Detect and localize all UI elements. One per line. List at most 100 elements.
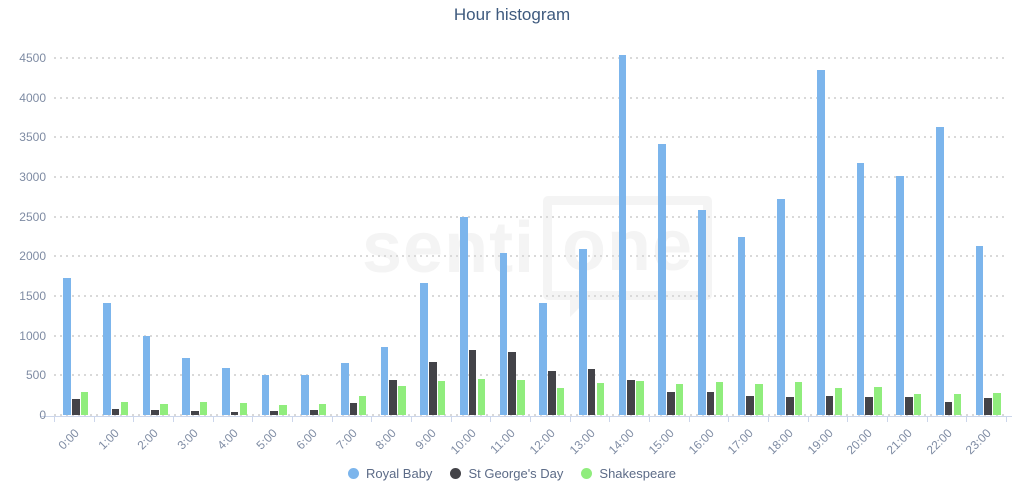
bar-st-george-s-day-600[interactable] [310, 410, 318, 415]
bar-st-george-s-day-1900[interactable] [825, 395, 834, 415]
x-axis-tick [847, 417, 849, 422]
bar-royal-baby-900[interactable] [420, 282, 428, 415]
bar-st-george-s-day-1200[interactable] [548, 370, 556, 415]
bar-shakespeare-1100[interactable] [517, 380, 525, 415]
bar-royal-baby-1200[interactable] [539, 303, 547, 415]
bar-st-george-s-day-200[interactable] [151, 410, 159, 415]
bar-st-george-s-day-2300[interactable] [984, 398, 992, 415]
bar-royal-baby-2000[interactable] [856, 162, 865, 415]
bar-royal-baby-2300[interactable] [975, 246, 984, 415]
bar-st-george-s-day-300[interactable] [191, 411, 199, 415]
bar-shakespeare-400[interactable] [239, 403, 247, 415]
bar-royal-baby-1000[interactable] [460, 217, 468, 415]
bar-royal-baby-800[interactable] [380, 347, 389, 415]
bar-royal-baby-600[interactable] [301, 374, 309, 415]
bar-royal-baby-500[interactable] [261, 375, 270, 415]
bar-st-george-s-day-400[interactable] [230, 412, 239, 415]
bar-st-george-s-day-1500[interactable] [667, 392, 675, 415]
x-axis-tick [1006, 417, 1007, 422]
bar-shakespeare-1500[interactable] [675, 383, 684, 415]
bar-royal-baby-1600[interactable] [698, 210, 706, 415]
bar-shakespeare-500[interactable] [279, 404, 287, 415]
bar-shakespeare-000[interactable] [80, 392, 89, 415]
bar-shakespeare-1900[interactable] [834, 388, 842, 415]
bar-shakespeare-300[interactable] [199, 401, 208, 415]
legend-marker-icon [347, 468, 359, 479]
bar-shakespeare-100[interactable] [120, 401, 128, 415]
bar-st-george-s-day-1700[interactable] [746, 395, 754, 415]
bar-shakespeare-200[interactable] [160, 403, 168, 415]
gridline [54, 176, 1006, 178]
bar-shakespeare-600[interactable] [318, 403, 327, 415]
x-axis-tick [371, 417, 373, 422]
legend-item-royal-baby[interactable]: Royal Baby [347, 466, 433, 481]
bar-royal-baby-2200[interactable] [936, 127, 944, 415]
y-axis-tick-label: 3500 [19, 130, 46, 145]
bar-st-george-s-day-1800[interactable] [786, 396, 794, 415]
bar-st-george-s-day-1300[interactable] [587, 368, 596, 415]
bar-royal-baby-700[interactable] [341, 362, 349, 415]
x-axis-tick [966, 417, 968, 422]
y-axis-tick-label: 500 [25, 368, 46, 383]
bar-royal-baby-100[interactable] [103, 303, 111, 415]
bar-st-george-s-day-1000[interactable] [468, 350, 477, 415]
bar-royal-baby-400[interactable] [222, 368, 230, 415]
bar-shakespeare-1800[interactable] [794, 382, 803, 415]
legend-marker-icon [450, 468, 462, 479]
bar-st-george-s-day-1600[interactable] [706, 391, 715, 415]
bar-st-george-s-day-1400[interactable] [627, 379, 635, 415]
bar-shakespeare-1600[interactable] [715, 382, 723, 415]
legend-label: Shakespeare [599, 466, 677, 481]
x-axis-tick [530, 417, 531, 422]
bar-st-george-s-day-2200[interactable] [944, 402, 953, 415]
bar-st-george-s-day-800[interactable] [389, 379, 397, 415]
x-axis-tick [807, 417, 809, 422]
bar-st-george-s-day-1100[interactable] [508, 351, 516, 415]
bar-royal-baby-1700[interactable] [737, 237, 746, 415]
bar-shakespeare-2300[interactable] [993, 392, 1001, 415]
x-axis-tick [93, 417, 95, 422]
bar-royal-baby-000[interactable] [63, 277, 71, 415]
bar-royal-baby-1100[interactable] [499, 252, 508, 415]
bar-st-george-s-day-500[interactable] [270, 411, 278, 415]
x-axis-tick [569, 417, 571, 422]
bar-shakespeare-700[interactable] [358, 395, 366, 415]
x-axis-tick [411, 417, 412, 422]
bar-royal-baby-1800[interactable] [777, 199, 785, 415]
bar-st-george-s-day-2100[interactable] [905, 396, 913, 415]
bar-royal-baby-1300[interactable] [579, 249, 587, 415]
legend-item-shakespeare[interactable]: Shakespeare [581, 466, 676, 481]
bar-shakespeare-1300[interactable] [596, 382, 604, 415]
bar-shakespeare-900[interactable] [437, 380, 446, 415]
legend-marker-icon [581, 468, 593, 479]
bar-shakespeare-1700[interactable] [755, 383, 763, 415]
bar-shakespeare-1000[interactable] [477, 379, 485, 415]
x-axis-tick [212, 417, 214, 422]
bar-st-george-s-day-000[interactable] [72, 399, 80, 415]
x-axis-tick [54, 417, 55, 422]
bar-shakespeare-1200[interactable] [556, 388, 565, 415]
bar-st-george-s-day-700[interactable] [349, 403, 358, 415]
bar-royal-baby-200[interactable] [142, 336, 151, 415]
bar-shakespeare-1400[interactable] [636, 380, 644, 415]
gridline [54, 295, 1006, 297]
legend-item-st-george-s-day[interactable]: St George's Day [450, 466, 563, 481]
x-axis-tick [292, 417, 293, 422]
bar-st-george-s-day-2000[interactable] [865, 396, 873, 415]
bar-royal-baby-1500[interactable] [658, 143, 666, 415]
legend-label: Royal Baby [365, 466, 433, 481]
bar-st-george-s-day-900[interactable] [429, 361, 437, 415]
bar-royal-baby-1900[interactable] [817, 70, 825, 415]
bar-royal-baby-1400[interactable] [618, 54, 627, 415]
bar-st-george-s-day-100[interactable] [111, 408, 120, 415]
y-axis-tick-label: 4000 [19, 90, 46, 105]
x-axis-tick [688, 417, 690, 422]
bar-royal-baby-300[interactable] [182, 358, 190, 415]
bar-shakespeare-2000[interactable] [874, 386, 882, 415]
bar-shakespeare-2200[interactable] [953, 393, 961, 415]
bar-royal-baby-2100[interactable] [896, 176, 904, 415]
y-axis-tick-label: 0 [39, 408, 46, 422]
bar-shakespeare-800[interactable] [398, 386, 406, 415]
gridline [54, 136, 1006, 139]
bar-shakespeare-2100[interactable] [913, 393, 922, 415]
